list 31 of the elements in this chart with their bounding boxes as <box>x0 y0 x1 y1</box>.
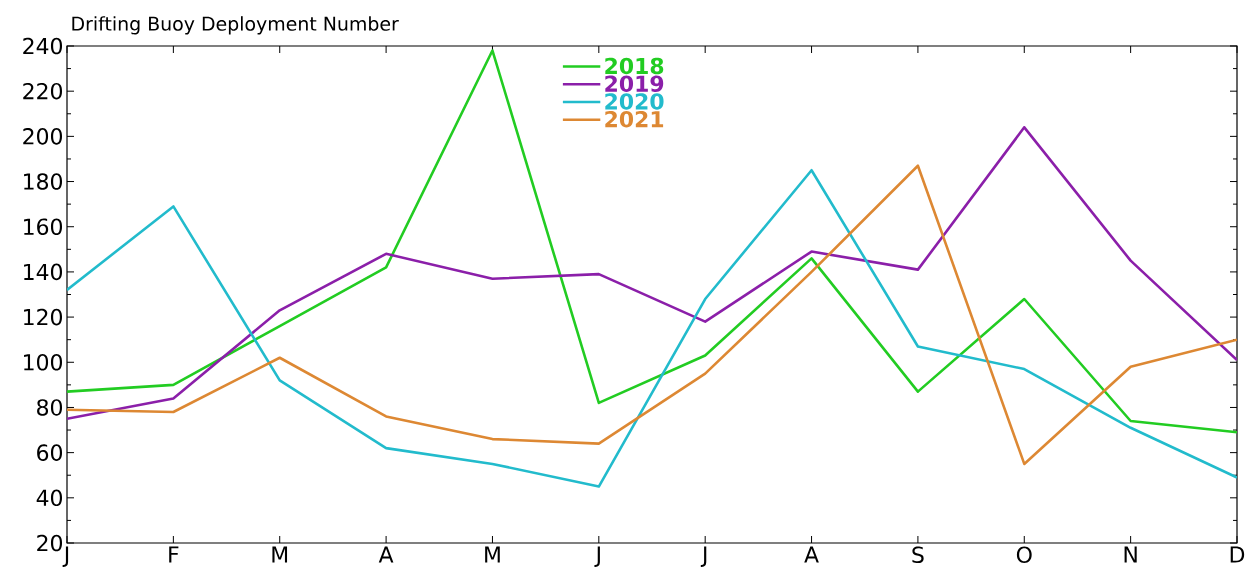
x-tick-label: J <box>700 546 707 567</box>
x-tick-label: M <box>485 546 500 563</box>
x-tick-label: S <box>912 546 924 564</box>
y-tick-label: 200 <box>23 128 63 145</box>
y-tick-label: 40 <box>36 489 63 507</box>
x-tick-label: N <box>1124 546 1137 563</box>
legend-label: 2019 <box>605 75 664 92</box>
chart-title: Drifting Buoy Deployment Number <box>72 16 399 35</box>
x-tick-label: J <box>594 546 600 567</box>
y-tick-label: 100 <box>24 353 63 371</box>
x-tick-label: O <box>1016 546 1032 564</box>
legend-label: 2021 <box>605 110 664 128</box>
y-tick-label: 180 <box>24 173 63 190</box>
y-tick-label: 240 <box>23 37 63 55</box>
y-tick-label: 20 <box>37 534 63 552</box>
line-series <box>67 126 1237 421</box>
y-tick-label: 80 <box>37 399 63 416</box>
y-tick-label: 120 <box>24 308 63 326</box>
x-tick-label: D <box>1230 546 1245 563</box>
x-tick-label: F <box>169 546 179 563</box>
legend-label: 2020 <box>605 93 664 110</box>
x-tick-label: J <box>62 546 69 567</box>
y-tick-label: 140 <box>24 263 63 281</box>
line-series <box>67 49 1237 434</box>
y-tick-label: 220 <box>23 82 63 100</box>
x-tick-label: A <box>804 546 819 563</box>
y-tick-label: 60 <box>37 444 63 461</box>
x-tick-label: M <box>272 546 288 563</box>
y-tick-label: 160 <box>24 218 63 236</box>
legend-label: 2018 <box>605 57 664 75</box>
x-tick-label: A <box>378 546 394 563</box>
